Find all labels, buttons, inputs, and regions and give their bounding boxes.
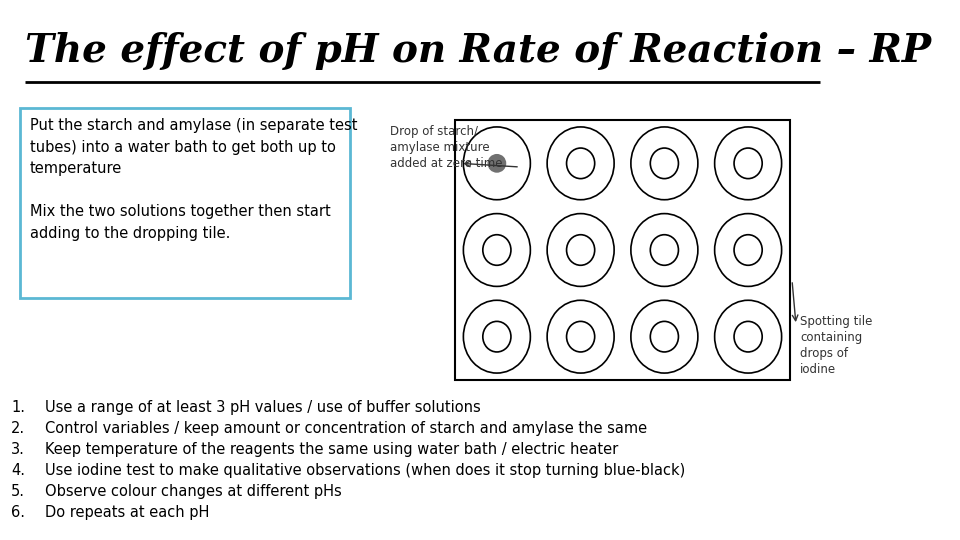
Ellipse shape xyxy=(631,214,698,286)
Ellipse shape xyxy=(547,300,614,373)
Ellipse shape xyxy=(734,321,762,352)
Text: Use a range of at least 3 pH values / use of buffer solutions: Use a range of at least 3 pH values / us… xyxy=(45,400,481,415)
Text: 6.: 6. xyxy=(11,505,25,520)
FancyBboxPatch shape xyxy=(20,108,350,298)
Text: Observe colour changes at different pHs: Observe colour changes at different pHs xyxy=(45,484,342,499)
Ellipse shape xyxy=(714,300,781,373)
Ellipse shape xyxy=(464,127,530,200)
Ellipse shape xyxy=(483,321,511,352)
Text: Put the starch and amylase (in separate test
tubes) into a water bath to get bot: Put the starch and amylase (in separate … xyxy=(30,118,357,241)
Ellipse shape xyxy=(650,321,679,352)
Ellipse shape xyxy=(547,214,614,286)
Ellipse shape xyxy=(464,214,530,286)
FancyBboxPatch shape xyxy=(455,120,790,380)
Text: 1.: 1. xyxy=(11,400,25,415)
Text: 4.: 4. xyxy=(11,463,25,478)
Text: 3.: 3. xyxy=(12,442,25,457)
Text: 2.: 2. xyxy=(11,421,25,436)
Text: Spotting tile
containing
drops of
iodine: Spotting tile containing drops of iodine xyxy=(800,315,873,376)
Ellipse shape xyxy=(714,214,781,286)
Ellipse shape xyxy=(483,235,511,265)
Ellipse shape xyxy=(734,148,762,179)
Ellipse shape xyxy=(650,235,679,265)
Text: The effect of p​H on Rate of Reaction – RP: The effect of p​H on Rate of Reaction – … xyxy=(25,32,931,70)
Ellipse shape xyxy=(631,300,698,373)
Text: Control variables / keep amount or concentration of starch and amylase the same: Control variables / keep amount or conce… xyxy=(45,421,647,436)
Text: 5.: 5. xyxy=(11,484,25,499)
Ellipse shape xyxy=(566,235,594,265)
Ellipse shape xyxy=(547,127,614,200)
Ellipse shape xyxy=(464,300,530,373)
Ellipse shape xyxy=(714,127,781,200)
Text: Use iodine test to make qualitative observations (when does it stop turning blue: Use iodine test to make qualitative obse… xyxy=(45,463,685,478)
Text: Do repeats at each pH: Do repeats at each pH xyxy=(45,505,209,520)
Ellipse shape xyxy=(734,235,762,265)
Ellipse shape xyxy=(566,148,594,179)
Circle shape xyxy=(488,154,506,173)
Text: Drop of starch/
amylase mixture
added at zero time: Drop of starch/ amylase mixture added at… xyxy=(390,125,502,170)
Ellipse shape xyxy=(650,148,679,179)
Ellipse shape xyxy=(566,321,594,352)
Text: Keep temperature of the reagents the same using water bath / electric heater: Keep temperature of the reagents the sam… xyxy=(45,442,618,457)
Ellipse shape xyxy=(631,127,698,200)
